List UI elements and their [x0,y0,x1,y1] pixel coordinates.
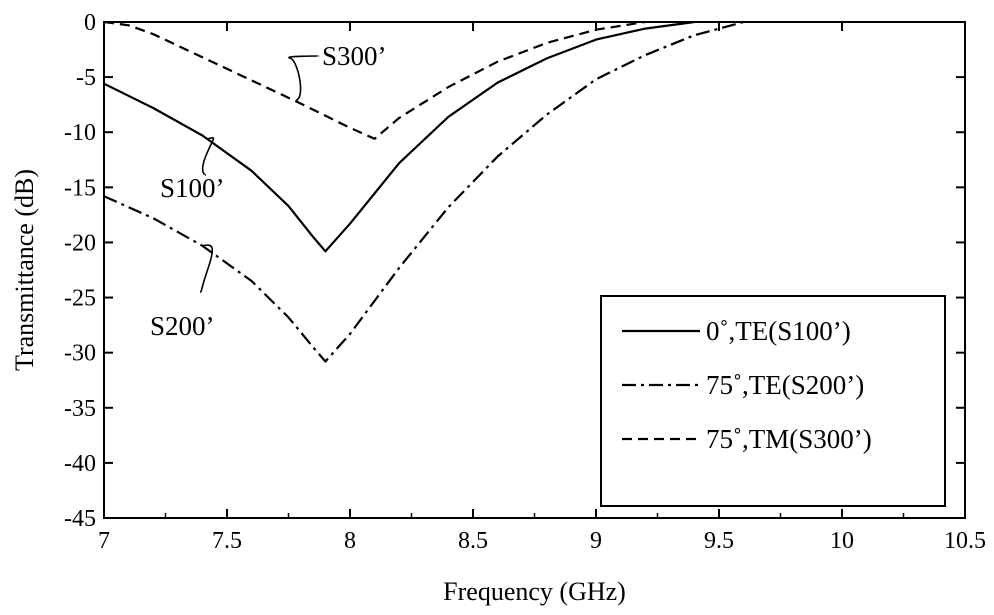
x-axis-title: Frequency (GHz) [443,577,626,606]
y-tick-label: -40 [64,451,96,477]
legend: 0˚,TE(S100’) 75˚,TE(S200’) 75˚,TM(S300’) [600,295,946,507]
y-tick-label: -5 [76,65,96,91]
y-tick-label: -20 [64,230,96,256]
y-tick-label: 0 [84,10,96,36]
series-line-1 [103,20,744,363]
y-tick-label: -25 [64,286,96,312]
series-line-0 [103,20,695,253]
x-tick-label: 9.5 [704,528,734,554]
annotation-leader-2 [199,244,214,293]
series-group [103,20,744,363]
y-tick-label: -30 [64,341,96,367]
x-tick-label: 10 [830,528,854,554]
annotation-leader-0 [288,55,319,102]
annotation-label-0: S300’ [322,41,387,71]
legend-label-2: 75˚,TM(S300’) [706,424,872,454]
x-tick-label: 9 [590,528,602,554]
x-tick-label: 7.5 [212,528,242,554]
y-tick-label: -10 [64,120,96,146]
annotation-label-2: S200’ [150,311,215,341]
series-line-2 [103,20,646,140]
legend-label-0: 0˚,TE(S100’) [706,316,851,346]
axes-group: 7 7.5 8 8.5 9 9.5 10 10.5 0 -5 -10 -15 -20 -25 -30 -35 -… [10,10,986,606]
y-axis-title: Transmittance (dB) [10,169,39,371]
x-tick-label: 7 [98,528,110,554]
x-tick-label: 8.5 [458,528,488,554]
y-tick-label: -35 [64,396,96,422]
annotation-leader-1 [201,137,215,176]
y-tick-label: -45 [64,506,96,532]
annotations-group: S300’ S100’ S200’ [150,41,387,341]
legend-label-1: 75˚,TE(S200’) [706,370,864,400]
x-tick-label: 8 [344,528,356,554]
annotation-label-1: S100’ [160,173,225,203]
x-tick-label: 10.5 [944,528,986,554]
y-tick-label: -15 [64,175,96,201]
